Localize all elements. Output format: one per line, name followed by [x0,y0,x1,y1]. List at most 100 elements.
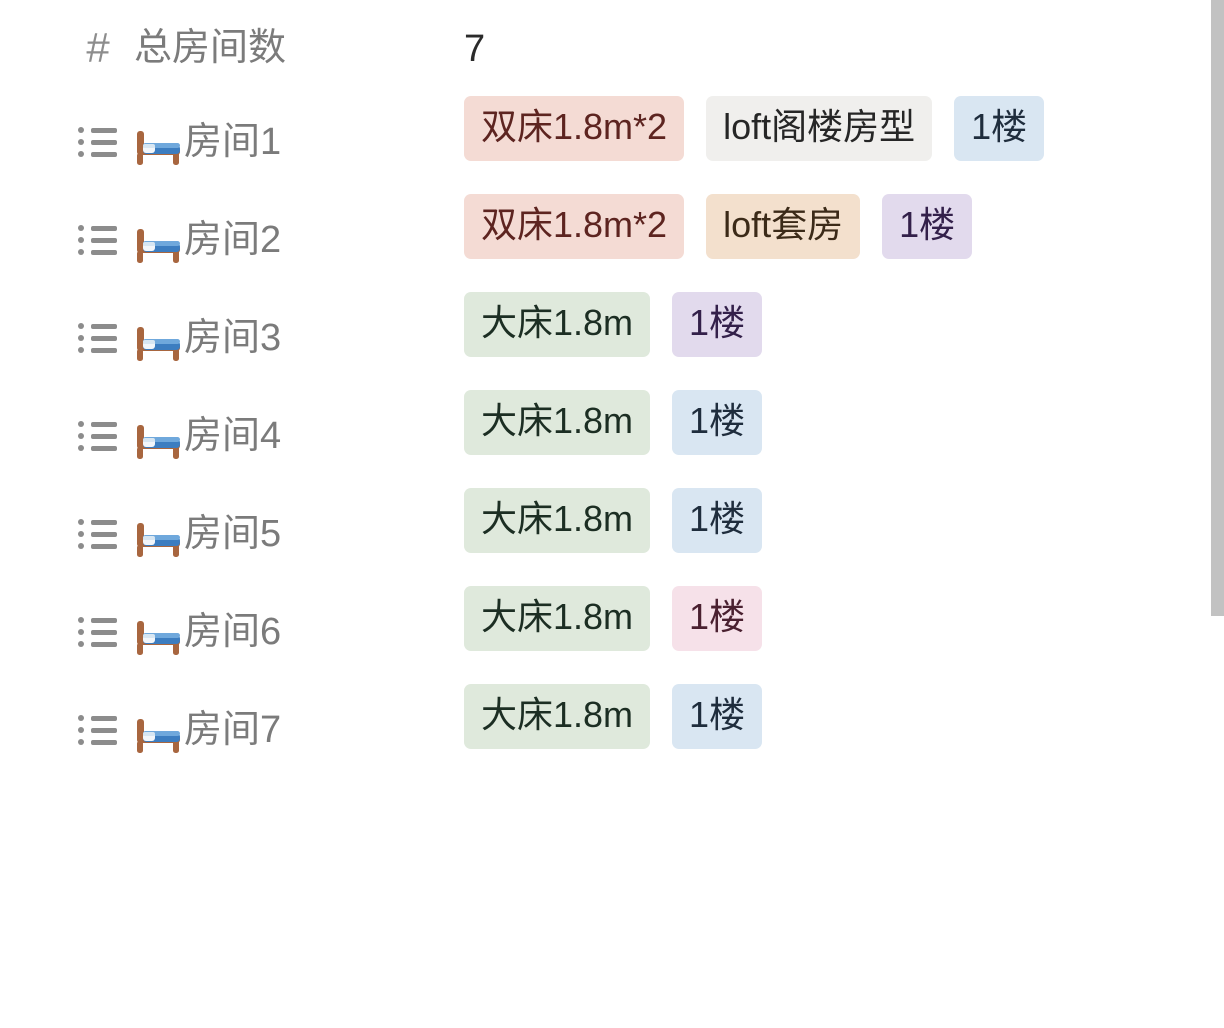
table-row[interactable]: 房间7 大床1.8m 1楼 [0,684,1211,782]
table-row[interactable]: 房间2 双床1.8m*2 loft套房 1楼 [0,194,1211,292]
room-name-label: 房间7 [184,709,282,751]
list-bullet-line [91,421,117,427]
row-head: 房间3 [78,292,464,378]
list-bullet-line [91,139,117,145]
list-bullet-line [91,433,117,439]
tag-green[interactable]: 大床1.8m [464,488,651,553]
room-tags: 大床1.8m 1楼 [464,586,1074,651]
row-head: 房间1 [78,96,464,182]
row-head: 房间6 [78,586,464,672]
list-bullet-dot [78,151,84,157]
bulleted-list-icon[interactable] [78,418,118,454]
table-row[interactable]: 房间6 大床1.8m 1楼 [0,586,1211,684]
room-tags: 大床1.8m 1楼 [464,292,1074,357]
tag-purple[interactable]: 1楼 [672,292,763,357]
list-bullet-line [91,727,117,733]
list-bullet-dot [78,543,84,549]
tag-green[interactable]: 大床1.8m [464,390,651,455]
list-bullet-line [91,519,117,525]
bulleted-list-icon[interactable] [78,320,118,356]
list-bullet-dot [78,531,84,537]
row-head: 房间7 [78,684,464,770]
bed-icon [132,515,184,559]
bed-icon [132,221,184,265]
bed-icon [132,123,184,167]
room-tags: 双床1.8m*2 loft阁楼房型 1楼 [464,96,1064,161]
tag-blue[interactable]: 1楼 [954,96,1045,161]
list-bullet-dot [78,323,84,329]
list-bullet-line [91,151,117,157]
bulleted-list-icon[interactable] [78,712,118,748]
row-total-rooms-label: 总房间数 [134,27,287,69]
tag-rose[interactable]: 1楼 [672,586,763,651]
tag-green[interactable]: 大床1.8m [464,586,651,651]
table-row[interactable]: 房间3 大床1.8m 1楼 [0,292,1211,390]
room-tags: 大床1.8m 1楼 [464,390,1074,455]
list-bullet-line [91,629,117,635]
tag-blue[interactable]: 1楼 [672,390,763,455]
list-bullet-line [91,347,117,353]
list-bullet-dot [78,519,84,525]
table-row[interactable]: 房间5 大床1.8m 1楼 [0,488,1211,586]
list-bullet-dot [78,127,84,133]
tag-pink[interactable]: 双床1.8m*2 [464,96,685,161]
list-bullet-dot [78,225,84,231]
tag-blue[interactable]: 1楼 [672,684,763,749]
bed-icon [132,319,184,363]
room-name-label: 房间4 [184,415,282,457]
vertical-scrollbar-track[interactable] [1211,0,1224,1028]
list-bullet-line [91,445,117,451]
tag-gray[interactable]: loft阁楼房型 [706,96,933,161]
room-name-label: 房间1 [184,121,282,163]
list-bullet-dot [78,249,84,255]
list-bullet-line [91,323,117,329]
tag-green[interactable]: 大床1.8m [464,684,651,749]
list-bullet-dot [78,641,84,647]
room-tags: 大床1.8m 1楼 [464,684,1074,749]
room-name-label: 房间6 [184,611,282,653]
list-bullet-line [91,715,117,721]
row-head: 房间4 [78,390,464,476]
table-row[interactable]: 房间1 双床1.8m*2 loft阁楼房型 1楼 [0,96,1211,194]
list-bullet-dot [78,445,84,451]
vertical-scrollbar-thumb[interactable] [1211,0,1224,616]
list-bullet-line [91,543,117,549]
row-total-rooms: # 总房间数 7 [0,0,1211,96]
list-bullet-line [91,225,117,231]
list-bullet-dot [78,433,84,439]
tag-blue[interactable]: 1楼 [672,488,763,553]
tag-tan[interactable]: loft套房 [706,194,861,259]
property-rows: # 总房间数 7 房间1 双床1.8m*2 loft阁楼房型 1楼 房间2 双床1.8m*… [0,0,1211,782]
bed-icon [132,417,184,461]
list-bullet-line [91,739,117,745]
list-bullet-dot [78,739,84,745]
list-bullet-line [91,335,117,341]
tag-green[interactable]: 大床1.8m [464,292,651,357]
bulleted-list-icon[interactable] [78,222,118,258]
room-name-label: 房间2 [184,219,282,261]
table-row[interactable]: 房间4 大床1.8m 1楼 [0,390,1211,488]
list-bullet-line [91,641,117,647]
bed-icon [132,711,184,755]
bulleted-list-icon[interactable] [78,614,118,650]
bulleted-list-icon[interactable] [78,516,118,552]
room-tags: 大床1.8m 1楼 [464,488,1074,553]
list-bullet-line [91,249,117,255]
list-bullet-dot [78,335,84,341]
list-bullet-dot [78,139,84,145]
list-bullet-line [91,127,117,133]
room-name-label: 房间5 [184,513,282,555]
list-bullet-dot [78,347,84,353]
list-bullet-dot [78,617,84,623]
list-bullet-line [91,617,117,623]
bulleted-list-icon[interactable] [78,124,118,160]
room-tags: 双床1.8m*2 loft套房 1楼 [464,194,1074,259]
tag-purple[interactable]: 1楼 [882,194,973,259]
tag-pink[interactable]: 双床1.8m*2 [464,194,685,259]
list-bullet-dot [78,629,84,635]
list-bullet-line [91,531,117,537]
row-head: 房间5 [78,488,464,574]
list-bullet-line [91,237,117,243]
list-bullet-dot [78,237,84,243]
